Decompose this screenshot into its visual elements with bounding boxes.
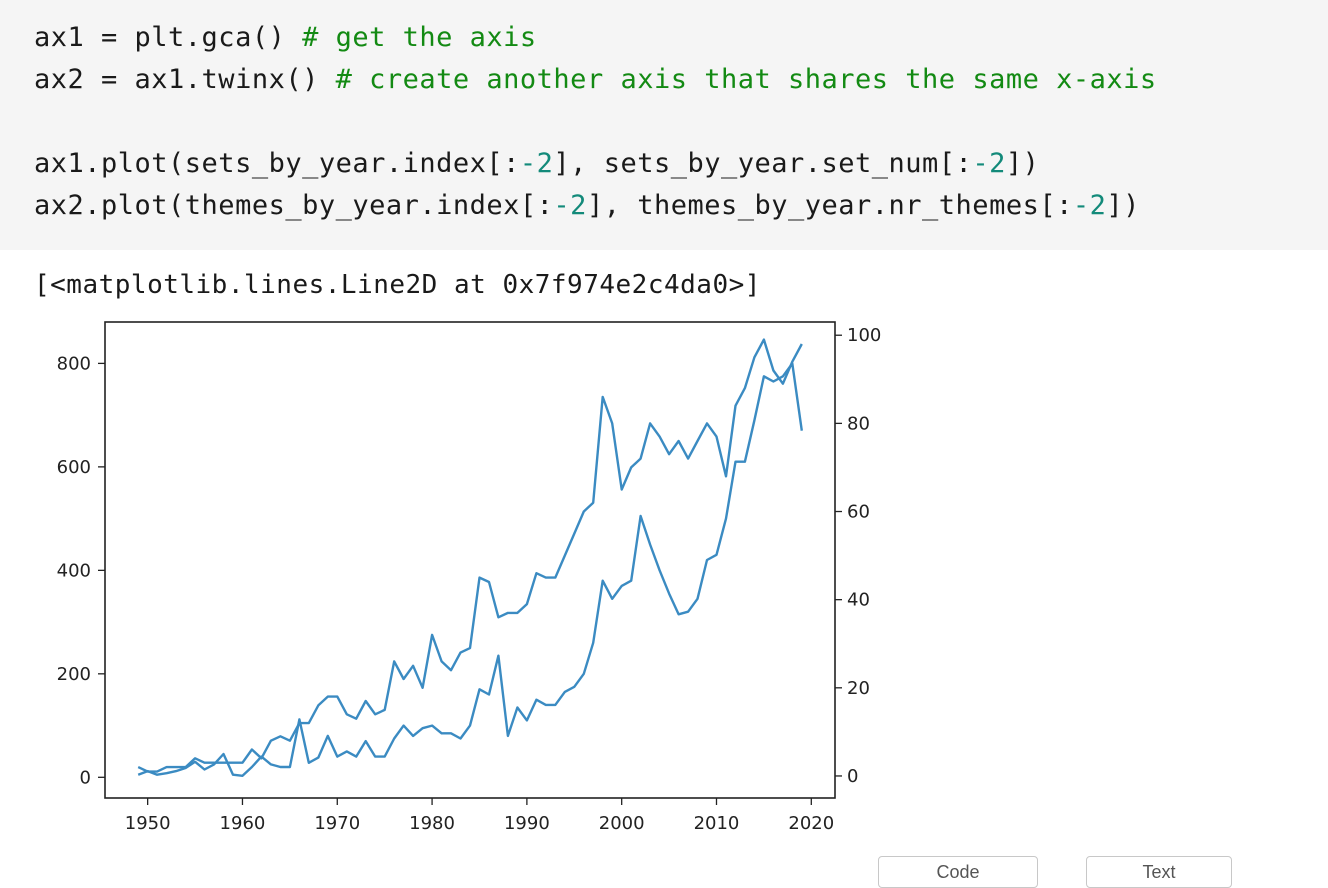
x-tick-label: 2020 (788, 813, 834, 834)
code-text: ax2.plot(themes_by_year.index[: (34, 190, 554, 221)
x-tick-label: 2010 (694, 813, 740, 834)
code-comment: # create another axis that shares the sa… (335, 64, 1157, 95)
y-left-tick-label: 800 (57, 353, 91, 374)
code-line-1: ax1 = plt.gca() # get the axis (34, 22, 537, 53)
y-left-tick-label: 600 (57, 457, 91, 478)
x-tick-label: 1970 (314, 813, 360, 834)
y-right-tick-label: 0 (847, 766, 858, 787)
code-line-5: ax2.plot(themes_by_year.index[:-2], them… (34, 190, 1140, 221)
x-tick-label: 1960 (220, 813, 266, 834)
twin-axis-line-chart: 1950 1960 1970 1980 1990 2000 2010 202002004006… (57, 321, 881, 834)
code-line-4: ax1.plot(sets_by_year.index[:-2], sets_b… (34, 148, 1039, 179)
add-code-cell-button[interactable]: Code (878, 856, 1038, 888)
y-right-tick-label: 40 (847, 590, 870, 611)
code-number: -2 (519, 148, 554, 179)
code-number: -2 (553, 190, 587, 221)
x-tick-label: 1980 (409, 813, 455, 834)
code-number: -2 (972, 148, 1006, 179)
y-left-tick-label: 400 (57, 560, 91, 581)
y-right-tick-label: 20 (847, 678, 870, 699)
y-left-tick-label: 0 (80, 767, 91, 788)
x-tick-label: 2000 (599, 813, 645, 834)
y-right-tick-label: 80 (847, 413, 870, 434)
code-comment: # get the axis (302, 22, 537, 53)
y-left-tick-label: 200 (57, 664, 91, 685)
y-right-tick-label: 100 (847, 325, 881, 346)
code-text: ]) (1005, 148, 1040, 179)
code-line-2: ax2 = ax1.twinx() # create another axis … (34, 64, 1157, 95)
code-text: ax2 = ax1.twinx() (34, 64, 336, 95)
x-tick-label: 1990 (504, 813, 550, 834)
code-number: -2 (1072, 190, 1107, 221)
add-text-cell-button[interactable]: Text (1086, 856, 1232, 888)
y-right-tick-label: 60 (847, 502, 870, 523)
code-cell[interactable]: ax1 = plt.gca() # get the axis ax2 = ax1… (0, 0, 1328, 250)
code-text: ], themes_by_year.nr_themes[: (586, 190, 1073, 221)
series-line-right-axis (137, 338, 803, 773)
series-line-left-axis (137, 362, 803, 777)
plot-frame (104, 321, 836, 799)
code-text: ax1 = plt.gca() (34, 22, 303, 53)
x-tick-label: 1950 (125, 813, 171, 834)
output-repr: [<matplotlib.lines.Line2D at 0x7f974e2c4… (34, 270, 761, 300)
code-text: ]) (1106, 190, 1140, 221)
code-text: ], sets_by_year.set_num[: (553, 148, 973, 179)
code-text: ax1.plot(sets_by_year.index[: (34, 148, 520, 179)
